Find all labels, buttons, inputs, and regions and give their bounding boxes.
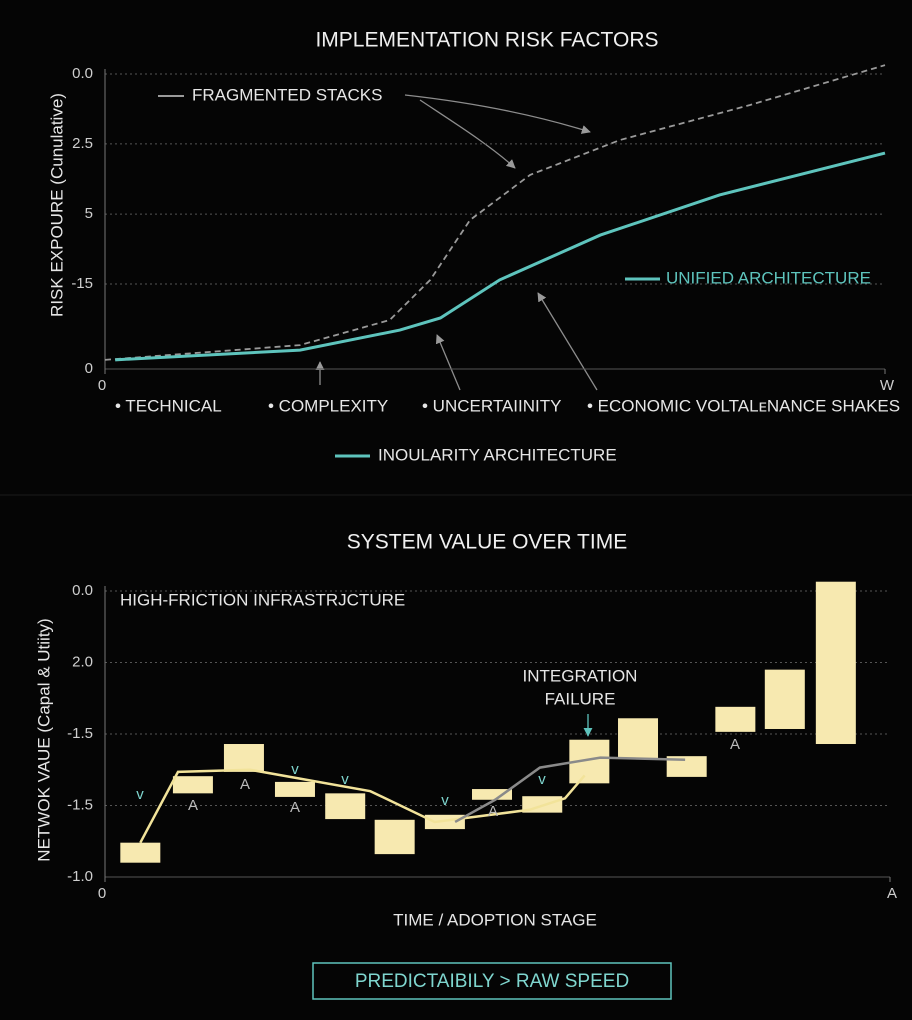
callout: FAILURE	[545, 689, 616, 708]
x-tick-label: A	[887, 885, 897, 902]
mark-letter: v	[291, 761, 299, 778]
legend-label: INOULARITY ARCHITECTURE	[378, 445, 617, 464]
legend-label: FRAGMENTED STACKS	[192, 85, 382, 104]
bar	[424, 814, 465, 830]
mark-letter: A	[290, 799, 300, 816]
line	[139, 768, 586, 844]
mark-letter: v	[441, 792, 449, 809]
bar	[764, 669, 805, 729]
bar	[223, 744, 264, 772]
bar	[172, 776, 213, 794]
y-tick-label: -1.0	[67, 868, 93, 885]
bar	[325, 793, 366, 820]
line	[454, 756, 686, 824]
y-tick-label: -1.5	[67, 796, 93, 813]
bar	[715, 706, 756, 732]
y-axis-label: NETWOK VAUE (Capal & Utiity)	[34, 618, 53, 861]
line	[104, 64, 886, 361]
mark-letter: v	[341, 771, 349, 788]
mark-letter: A	[188, 797, 198, 814]
annotation-arrows	[315, 94, 598, 737]
y-axis-label: RISK EXPOURE (Cunulative)	[47, 93, 66, 317]
category-label: • TECHNICAL	[115, 396, 222, 415]
x-tick-label: W	[880, 377, 895, 394]
category-label: • COMPLEXITY	[268, 396, 388, 415]
y-tick-label: 5	[85, 205, 93, 222]
bar	[666, 756, 707, 777]
y-tick-label: -1.5	[67, 725, 93, 742]
y-tick-label: 2.5	[72, 135, 93, 152]
y-tick-label: 0	[85, 360, 93, 377]
y-tick-label: 2.0	[72, 653, 93, 670]
category-label: • UNCERTAIINITY	[422, 396, 561, 415]
x-tick-label: 0	[98, 377, 106, 394]
mark-letter: A	[488, 803, 498, 820]
bar	[374, 819, 415, 855]
bar	[274, 781, 315, 797]
bar	[618, 718, 659, 759]
bar	[120, 842, 161, 863]
title: IMPLEMENTATION RISK FACTORS	[315, 29, 658, 52]
legend-label: UNIFIED ARCHITECTURE	[666, 268, 871, 287]
title: SYSTEM VALUE OVER TIME	[347, 531, 627, 554]
y-tick-label: 0.0	[72, 65, 93, 82]
footer-box	[312, 962, 672, 1000]
footer: PREDICTAIBILY > RAW SPEED	[355, 971, 629, 992]
y-tick-label: -15	[71, 275, 93, 292]
y-tick-label: 0.0	[72, 582, 93, 599]
x-tick-label: 0	[98, 885, 106, 902]
mark-letter: v	[136, 786, 144, 803]
mark-letter: A	[240, 776, 250, 793]
bar	[472, 789, 513, 800]
category-label: • ECONOMIC VOLTALᴇNANCE SHAKES	[587, 396, 900, 415]
mark-letter: A	[730, 736, 740, 753]
bar	[815, 581, 856, 745]
x-axis-label: TIME / ADOPTION STAGE	[393, 910, 597, 929]
mark-letter: v	[538, 771, 546, 788]
callout: INTEGRATION	[523, 666, 638, 685]
line	[115, 151, 886, 362]
note: HIGH-FRICTION INFRASTRJCTURE	[120, 590, 405, 609]
